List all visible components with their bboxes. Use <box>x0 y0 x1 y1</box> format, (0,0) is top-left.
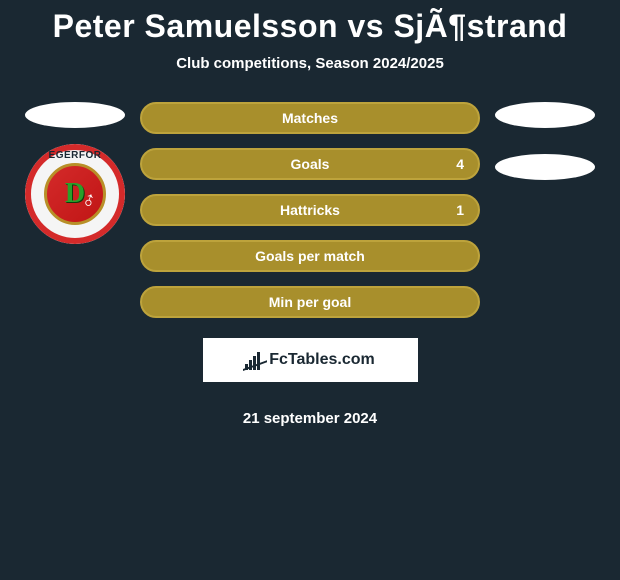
right-player-column <box>485 102 605 180</box>
player-photo-placeholder-right-1 <box>495 102 595 128</box>
stat-row-goals: Goals 4 <box>140 148 480 180</box>
comparison-card: Peter Samuelsson vs SjÃ¶strand Club comp… <box>0 0 620 427</box>
male-symbol-icon: ♂ <box>76 186 102 217</box>
page-title: Peter Samuelsson vs SjÃ¶strand <box>53 8 568 45</box>
left-player-column: EGERFOR D ♂ <box>15 102 135 244</box>
stat-row-min-per-goal: Min per goal <box>140 286 480 318</box>
page-subtitle: Club competitions, Season 2024/2025 <box>176 55 444 72</box>
stats-column: Matches Goals 4 Hattricks 1 Goals per ma… <box>135 102 485 427</box>
stat-label: Goals per match <box>255 248 365 264</box>
stat-label: Hattricks <box>280 202 340 218</box>
badge-club-text: EGERFOR <box>49 150 102 161</box>
badge-center-icon: D ♂ <box>44 163 106 225</box>
comparison-layout: EGERFOR D ♂ Matches Goals 4 Hattricks <box>0 102 620 427</box>
stat-right-value: 4 <box>456 156 464 172</box>
player-photo-placeholder-right-2 <box>495 154 595 180</box>
source-logo-text: FcTables.com <box>269 351 375 369</box>
source-logo[interactable]: FcTables.com <box>203 338 418 382</box>
stat-label: Goals <box>291 156 330 172</box>
stat-right-value: 1 <box>456 202 464 218</box>
club-badge-left: EGERFOR D ♂ <box>25 144 125 244</box>
stat-label: Matches <box>282 110 338 126</box>
bar-chart-icon <box>245 350 265 370</box>
stat-row-goals-per-match: Goals per match <box>140 240 480 272</box>
snapshot-date: 21 september 2024 <box>243 410 377 427</box>
stat-row-hattricks: Hattricks 1 <box>140 194 480 226</box>
player-photo-placeholder-left <box>25 102 125 128</box>
stat-row-matches: Matches <box>140 102 480 134</box>
stat-label: Min per goal <box>269 294 351 310</box>
